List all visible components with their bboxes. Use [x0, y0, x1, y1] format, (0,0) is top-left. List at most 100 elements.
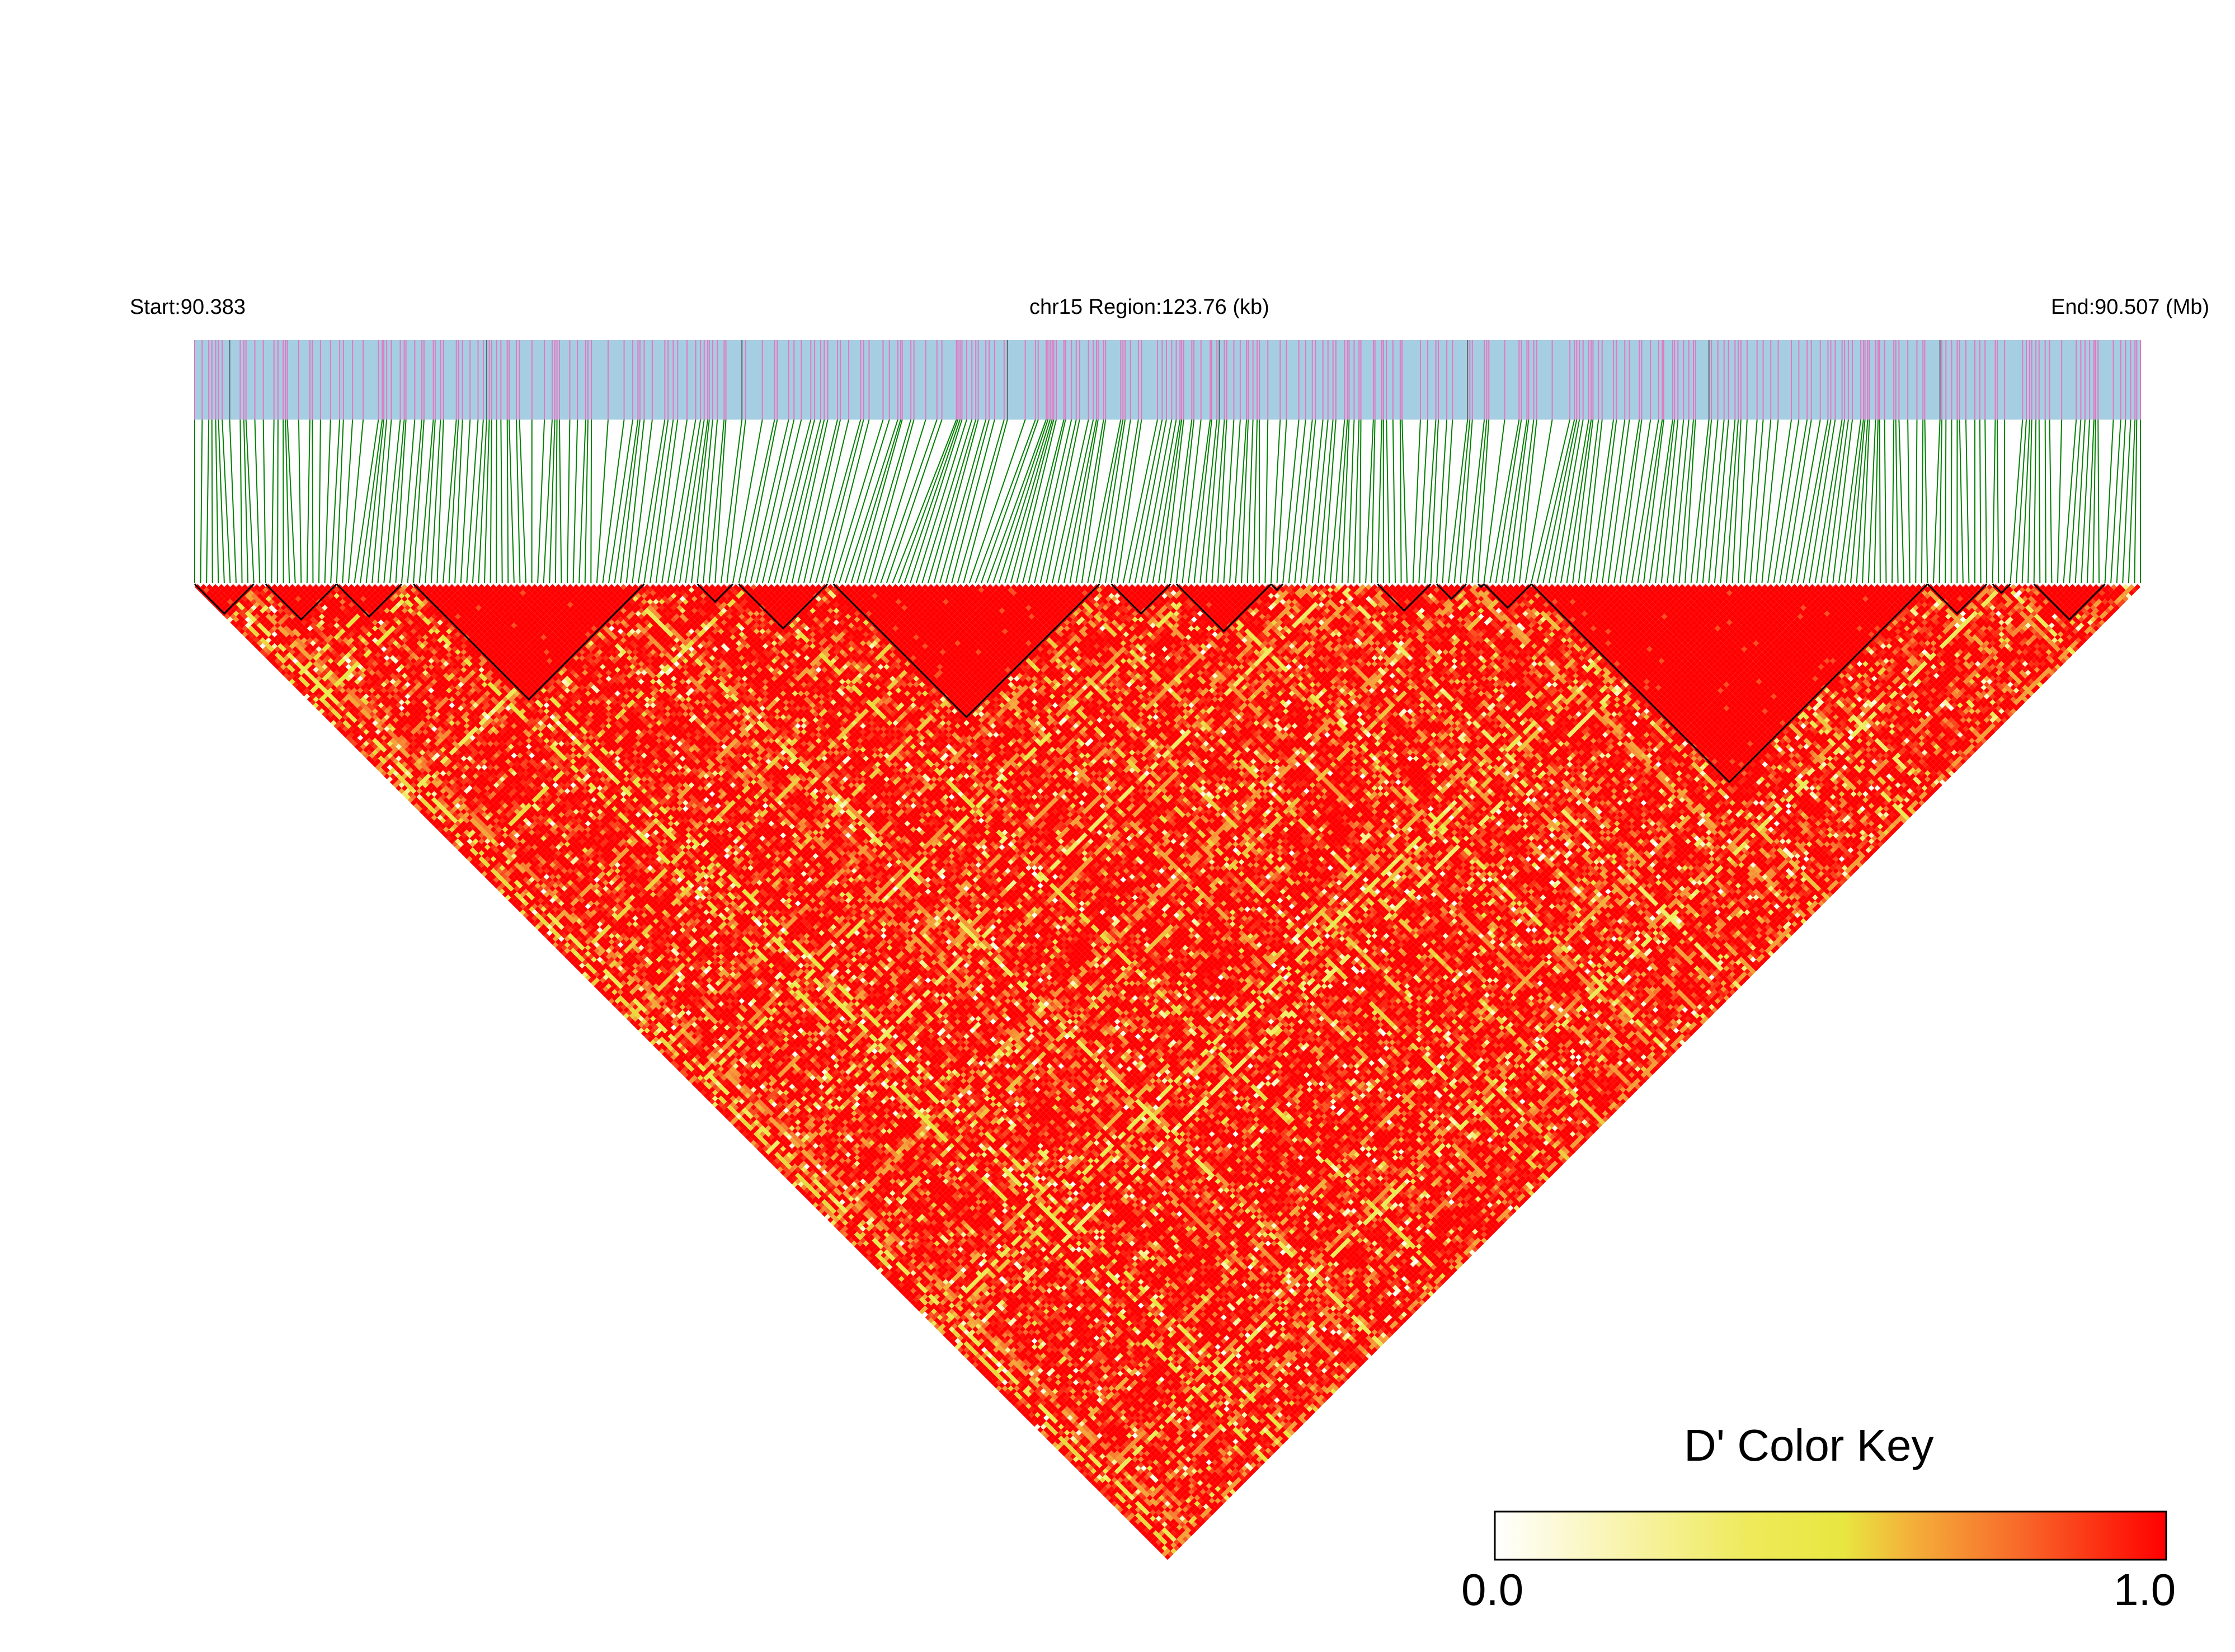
snp-connector-line	[1265, 420, 1268, 583]
snp-connector-line	[780, 420, 821, 583]
snp-connector-line	[585, 420, 588, 583]
snp-connector-line	[325, 420, 331, 583]
snp-connector-line	[1750, 420, 1763, 583]
snp-connector-line	[1756, 420, 1771, 583]
snp-connector-line	[271, 420, 274, 583]
snp-connector-line	[264, 420, 266, 583]
snp-connector-line	[934, 420, 978, 583]
snp-connector-line	[1925, 420, 1927, 583]
snp-connector-line	[1703, 420, 1718, 583]
snp-connector-line	[2069, 420, 2081, 583]
snp-connector-line	[2050, 420, 2052, 583]
snp-connector-line	[2093, 420, 2095, 583]
snp-connector-line	[299, 420, 301, 583]
snp-connector-line	[1768, 420, 1791, 583]
snp-connector-line	[307, 420, 310, 583]
snp-track	[195, 340, 2140, 420]
snp-connector-line	[1017, 420, 1056, 583]
snp-connector-line	[1908, 420, 1910, 583]
snp-connector-line	[277, 420, 278, 583]
snp-connector-line	[1916, 420, 1917, 583]
snp-connector-line	[1402, 420, 1407, 583]
snp-connector-line	[774, 420, 815, 583]
snp-connector-line	[501, 420, 502, 583]
snp-connector-line	[2039, 420, 2040, 583]
snp-connector-line	[1591, 420, 1613, 583]
snp-connector-line	[1386, 420, 1389, 583]
snp-connector-line	[650, 420, 673, 583]
snp-connector-line	[763, 420, 801, 583]
snp-connector-line	[1892, 420, 1894, 583]
snp-connector-line	[331, 420, 340, 583]
snp-connector-line	[337, 420, 344, 583]
snp-connector-line	[449, 420, 459, 583]
snp-connector-line	[312, 420, 313, 583]
snp-connector-line	[620, 420, 640, 583]
snp-connector-line	[473, 420, 483, 583]
snp-connector-lines	[195, 420, 2140, 583]
snp-connector-line	[520, 420, 526, 583]
snp-connector-line	[1253, 420, 1257, 583]
snp-connector-line	[455, 420, 463, 583]
snp-connector-line	[437, 420, 443, 583]
snp-connector-line	[1348, 420, 1354, 583]
snp-connector-line	[573, 420, 578, 583]
snp-connector-line	[1774, 420, 1799, 583]
snp-connector-line	[1123, 420, 1158, 583]
snp-connector-line	[1899, 420, 1904, 583]
snp-connector-line	[567, 420, 570, 583]
snp-connector-line	[1248, 420, 1253, 583]
snp-connector-line	[1951, 420, 1952, 583]
snp-connector-line	[507, 420, 509, 583]
snp-connector-line	[1945, 420, 1946, 583]
snp-connector-line	[916, 420, 967, 583]
snp-connector-line	[999, 420, 1050, 583]
snp-connector-line	[1496, 420, 1522, 583]
snp-connector-line	[1697, 420, 1711, 583]
snp-connector-line	[1393, 420, 1395, 583]
snp-connector-line	[863, 420, 911, 583]
snp-connector-line	[559, 420, 562, 583]
snp-connector-line	[2064, 420, 2077, 583]
snp-connector-line	[516, 420, 520, 583]
snp-connector-line	[1821, 420, 1845, 583]
snp-connector-line	[1360, 420, 1361, 583]
snp-connector-line	[845, 420, 898, 583]
snp-connector-line	[230, 420, 236, 583]
snp-connector-line	[443, 420, 457, 583]
snp-connector-line	[1993, 420, 1996, 583]
snp-connector-line	[1922, 420, 1923, 583]
snp-connector-line	[206, 420, 209, 583]
snp-connector-line	[615, 420, 638, 583]
snp-connector-line	[201, 420, 203, 583]
snp-connector-line	[1885, 420, 1886, 583]
snp-connector-line	[402, 420, 415, 583]
snp-connector-line	[952, 420, 995, 583]
snp-connector-line	[1985, 420, 1987, 583]
snp-connector-line	[1933, 420, 1940, 583]
snp-connector-line	[745, 420, 777, 583]
snp-connector-line	[2134, 420, 2137, 583]
snp-connector-line	[2098, 420, 2099, 583]
snp-connector-line	[1966, 420, 1969, 583]
snp-connector-line	[1230, 420, 1240, 583]
snp-connector-line	[1845, 420, 1863, 583]
snp-connector-line	[1573, 420, 1593, 583]
snp-connector-line	[509, 420, 514, 583]
snp-connector-line	[496, 420, 497, 583]
snp-connector-line	[1519, 420, 1537, 583]
snp-connector-line	[491, 420, 492, 583]
snp-connector-line	[255, 420, 260, 583]
snp-connector-line	[1762, 420, 1778, 583]
snp-connector-line	[1354, 420, 1359, 583]
snp-connector-line	[1508, 420, 1529, 583]
snp-connector-line	[2058, 420, 2062, 583]
snp-connector-line	[212, 420, 213, 583]
ld-heatmap-cells	[195, 584, 2140, 1560]
snp-connector-line	[733, 420, 763, 583]
snp-connector-line	[1466, 420, 1484, 583]
snp-connector-line	[727, 420, 745, 583]
snp-connector-line	[2034, 420, 2036, 583]
snp-connector-line	[981, 420, 1038, 583]
snp-connector-line	[786, 420, 824, 583]
